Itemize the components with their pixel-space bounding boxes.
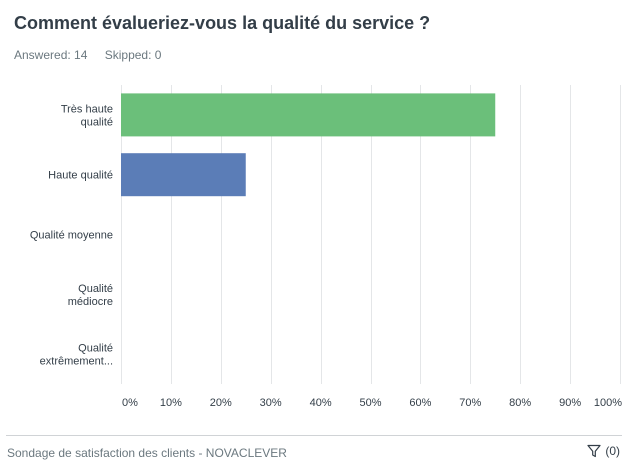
tick-label: 90% [559, 397, 581, 409]
bar [121, 93, 496, 137]
filter-button[interactable]: (0) [587, 444, 620, 458]
bar [121, 153, 246, 197]
category-label: Qualité [78, 283, 113, 295]
tick-label: 10% [160, 397, 182, 409]
category-label: Qualité [78, 343, 113, 355]
question-title: Comment évalueriez-vous la qualité du se… [14, 13, 431, 33]
tick-label: 0% [122, 397, 138, 409]
survey-title: Sondage de satisfaction des clients - NO… [7, 446, 287, 460]
answered-count: Answered: 14 [14, 48, 88, 62]
tick-label: 70% [459, 397, 481, 409]
tick-label: 60% [409, 397, 431, 409]
tick-label: 20% [210, 397, 232, 409]
filter-count: (0) [605, 444, 620, 458]
tick-label: 80% [509, 397, 531, 409]
category-label: Haute qualité [48, 170, 113, 182]
footer-divider [6, 435, 622, 436]
category-label: médiocre [68, 296, 113, 308]
tick-label: 100% [594, 397, 622, 409]
tick-label: 50% [359, 397, 381, 409]
tick-label: 30% [260, 397, 282, 409]
category-label: Très haute [61, 103, 113, 115]
response-stats: Answered: 14 Skipped: 0 [14, 48, 175, 62]
category-label: Qualité moyenne [30, 230, 113, 242]
filter-icon [587, 444, 601, 458]
tick-label: 40% [310, 397, 332, 409]
skipped-count: Skipped: 0 [104, 48, 162, 62]
category-label: extrêmement... [40, 356, 113, 368]
category-label: qualité [81, 116, 113, 128]
